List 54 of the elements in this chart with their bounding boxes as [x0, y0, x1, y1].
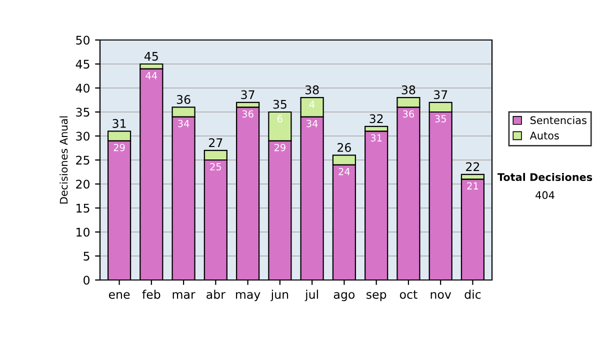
text: Total Decisiones [497, 172, 592, 182]
total-label: 27 [209, 138, 222, 147]
total-label: 37 [241, 90, 254, 100]
x-tick-label: mar [172, 292, 196, 299]
x-tick-label: sep [366, 292, 386, 302]
legend-label: Autos [530, 132, 559, 140]
data-label: 25 [210, 163, 222, 170]
total-label: 31 [112, 119, 126, 128]
total-label: 26 [338, 143, 351, 152]
x-tick-label: jun [270, 290, 288, 302]
x-tick-label: may [236, 292, 260, 302]
x-tick-label: jul [304, 290, 318, 302]
y-tick-label: 25 [76, 156, 90, 165]
x-tick-label: abr [206, 290, 226, 299]
x-tick-label: ago [334, 292, 355, 302]
y-tick-label: 5 [84, 252, 90, 261]
text: 404 [536, 191, 554, 200]
y-axis-title: Decisiones Anual [60, 116, 68, 204]
y-tick-label: 30 [76, 132, 90, 141]
total-label: 38 [305, 85, 319, 94]
total-label: 36 [176, 95, 190, 104]
y-tick-label: 45 [76, 60, 90, 69]
data-label: 34 [306, 120, 318, 128]
total-label: 22 [466, 162, 480, 171]
total-label: 38 [402, 85, 416, 94]
data-label: 35 [435, 115, 446, 122]
legend-label: Sentencias [530, 116, 586, 124]
data-label: 36 [403, 110, 414, 118]
data-label: 36 [242, 110, 254, 118]
x-tick-label: oct [400, 290, 418, 299]
data-label: 4 [309, 100, 315, 108]
total-label: 37 [434, 90, 448, 100]
data-label: 29 [114, 144, 125, 152]
y-tick-label: 0 [84, 276, 90, 285]
x-tick-label: ene [108, 292, 130, 299]
y-tick-label: 20 [76, 180, 90, 189]
data-label: 6 [278, 115, 282, 122]
x-tick-label: nov [430, 292, 452, 299]
total-label: 35 [273, 100, 286, 109]
total-label: 32 [370, 114, 383, 124]
y-tick-label: 50 [76, 36, 90, 45]
y-tick-label: 15 [76, 204, 90, 213]
total-label: 45 [144, 52, 158, 61]
y-tick-label: 40 [76, 84, 90, 93]
y-tick-label: 35 [76, 108, 90, 117]
x-tick-label: dic [464, 290, 481, 299]
data-label: 31 [370, 134, 382, 142]
x-tick-label: feb [142, 290, 160, 299]
y-tick-label: 10 [76, 228, 90, 237]
data-label: 44 [146, 72, 158, 80]
data-label: 34 [178, 120, 190, 128]
data-label: 24 [338, 168, 350, 176]
data-label: 29 [274, 144, 286, 152]
data-label: 21 [467, 182, 478, 190]
